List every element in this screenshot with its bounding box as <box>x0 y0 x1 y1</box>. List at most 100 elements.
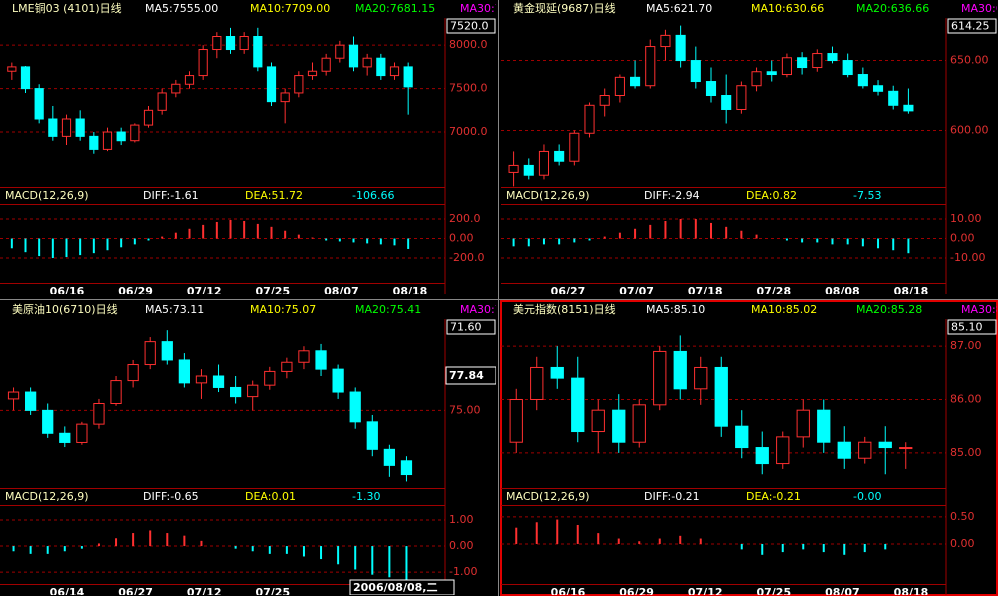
ma-label: MA10:75.07 <box>250 303 316 316</box>
candle-body <box>89 135 99 150</box>
price-box <box>947 18 997 34</box>
candle-body <box>858 441 872 459</box>
candle-body <box>127 364 139 382</box>
candle-body <box>509 398 523 443</box>
ma-label: MA30:8 <box>961 303 998 316</box>
macd-diff: DIFF:-0.65 <box>143 490 199 503</box>
y-tick-label: 0.00 <box>950 537 975 550</box>
candle-body <box>143 109 154 126</box>
candle-body <box>212 36 222 51</box>
candle-body <box>766 71 777 76</box>
ma-label: MA30:7 <box>460 303 502 316</box>
price-box <box>947 319 997 335</box>
candle-body <box>239 36 249 51</box>
candle-body <box>298 350 310 363</box>
candle-body <box>61 118 72 137</box>
x-tick-label: 06/16 <box>551 586 586 596</box>
panel: 黄金现延(9687)日线 MA5:621.70 MA10:630.66 MA20:63… <box>501 1 998 298</box>
candle-body <box>599 95 610 106</box>
x-tick-label: 08/08 <box>825 285 860 298</box>
candle-body <box>837 441 851 459</box>
candle-body <box>20 66 31 90</box>
y-tick-label: 7000.0 <box>449 125 488 138</box>
candle-body <box>721 95 732 110</box>
candle-body <box>591 409 605 433</box>
panel-title: 美元指数(8151)日线 <box>513 302 616 316</box>
x-tick-label: 06/29 <box>118 285 153 298</box>
candle-body <box>281 361 293 372</box>
cursor-date-box <box>349 579 455 595</box>
ma-label: MA5:85.10 <box>646 303 705 316</box>
candle-body <box>247 384 259 398</box>
candle-body <box>42 409 54 434</box>
candle-body <box>690 60 701 83</box>
ma-label: MA20:636.66 <box>856 2 929 15</box>
candle-body <box>508 164 519 173</box>
panel: 美原油10(6710)日线 MA5:73.11 MA10:75.07 MA20:75.… <box>0 302 502 595</box>
price-box-label: 71.60 <box>450 321 482 334</box>
candle-body <box>230 386 242 398</box>
candle-body <box>348 44 359 68</box>
candle-body <box>195 375 208 384</box>
macd-diff: DIFF:-1.61 <box>143 189 199 202</box>
candle-body <box>7 66 17 72</box>
candle-body <box>569 132 580 162</box>
candle-body <box>171 83 181 94</box>
candle-body <box>645 46 656 87</box>
candle-body <box>675 34 686 62</box>
candle-body <box>660 34 671 48</box>
candle-body <box>34 88 44 120</box>
candle-body <box>903 104 914 112</box>
candle-body <box>523 164 534 176</box>
ma-label: MA10:630.66 <box>751 2 824 15</box>
candle-body <box>315 350 327 370</box>
candle-body <box>161 341 173 361</box>
macd-title: MACD(12,26,9) <box>5 490 89 503</box>
panel: LME铜03 (4101)日线 MA5:7555.00 MA10:7709.00 MA… <box>0 1 496 298</box>
candle-body <box>735 425 749 449</box>
candle-body <box>872 85 884 92</box>
candle-body <box>817 409 831 443</box>
ma-label: MA10:7709.00 <box>250 2 330 15</box>
x-tick-label: 08/07 <box>324 285 359 298</box>
candle-body <box>59 432 71 443</box>
y-tick-label: 87.00 <box>950 339 982 352</box>
panel-title: 美原油10(6710)日线 <box>12 302 118 316</box>
candle-body <box>797 57 808 69</box>
y-tick-label: 7500.0 <box>449 82 488 95</box>
macd-title: MACD(12,26,9) <box>506 189 590 202</box>
x-tick-label: 06/16 <box>50 285 85 298</box>
cursor-price-box <box>445 366 496 385</box>
candle-body <box>383 448 395 466</box>
y-tick-label: 0.00 <box>950 232 975 245</box>
candle-body <box>538 150 550 176</box>
candle-body <box>76 423 88 443</box>
candle-body <box>266 66 277 103</box>
candle-body <box>653 350 667 406</box>
candle-body <box>612 409 626 443</box>
candle-body <box>212 375 225 388</box>
y-tick-label: 200.0 <box>449 212 481 225</box>
candle-body <box>332 368 344 393</box>
ma-label: MA30:6 <box>961 2 998 15</box>
macd-dea: DEA:0.01 <box>245 490 296 503</box>
candle-body <box>694 366 708 390</box>
price-box-label: 614.25 <box>951 20 990 33</box>
candle-body <box>198 49 208 77</box>
x-tick-label: 08/18 <box>894 285 929 298</box>
ma-label: MA10:85.02 <box>751 303 817 316</box>
candle-body <box>673 350 687 390</box>
candle-body <box>796 409 810 438</box>
price-box <box>446 319 496 335</box>
ma-label: MA5:73.11 <box>145 303 204 316</box>
candle-body <box>400 460 413 476</box>
candle-body <box>630 76 641 87</box>
candle-body <box>584 104 595 134</box>
x-tick-label: 07/25 <box>255 285 290 298</box>
y-tick-label: 75.00 <box>449 403 481 416</box>
candle-body <box>321 57 331 72</box>
candle-body <box>116 131 126 142</box>
y-tick-label: 86.00 <box>950 392 982 405</box>
panel: 美元指数(8151)日线 MA5:85.10 MA10:85.02 MA20:85.2… <box>501 302 998 596</box>
